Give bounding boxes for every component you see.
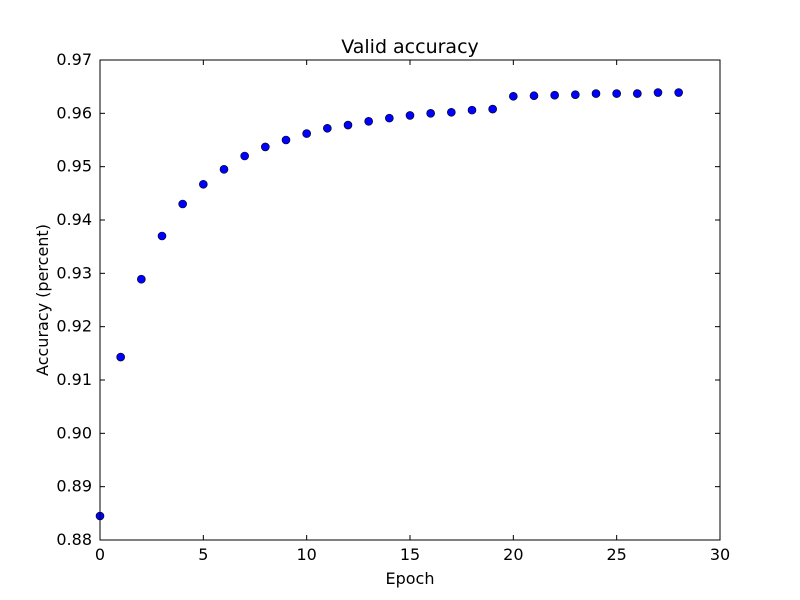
data-point	[281, 135, 291, 145]
x-tick-label: 25	[606, 545, 626, 564]
data-point	[447, 107, 456, 117]
data-point	[178, 199, 187, 209]
data-point	[364, 117, 373, 126]
data-point	[591, 89, 601, 98]
y-tick-label: 0.90	[56, 423, 92, 442]
data-point	[302, 129, 311, 138]
data-point	[405, 111, 415, 120]
y-tick-label: 0.96	[56, 103, 92, 122]
data-point	[199, 179, 208, 189]
data-point	[137, 274, 146, 284]
data-point	[612, 89, 621, 98]
y-tick-label: 0.95	[56, 157, 92, 176]
y-tick-label: 0.92	[56, 317, 92, 336]
data-point	[488, 104, 497, 114]
data-point	[385, 113, 394, 123]
y-tick-label: 0.97	[56, 50, 92, 69]
data-point	[426, 109, 435, 118]
axis-ticks: 0 5 10 15 20 25 30 0.88 0.89 0.90 0.91 0.92 0.93 0.94…	[56, 50, 730, 564]
data-point	[509, 91, 518, 101]
data-point	[240, 151, 249, 161]
data-points	[95, 88, 683, 521]
y-tick-label: 0.93	[56, 263, 92, 282]
data-point	[261, 142, 270, 152]
x-axis-label: Epoch	[386, 569, 435, 588]
y-tick-label: 0.89	[56, 477, 92, 496]
x-tick-label: 0	[95, 545, 105, 564]
y-tick-label: 0.88	[56, 530, 92, 549]
x-tick-label: 5	[198, 545, 208, 564]
x-tick-label: 30	[710, 545, 730, 564]
x-tick-label: 10	[296, 545, 316, 564]
chart-title: Valid accuracy	[341, 36, 479, 58]
data-point	[633, 89, 642, 98]
data-point	[116, 352, 125, 362]
data-point	[467, 105, 477, 115]
y-axis-label: Accuracy (percent)	[33, 224, 52, 376]
data-point	[550, 90, 559, 100]
y-tick-label: 0.94	[56, 210, 92, 229]
x-tick-label: 20	[503, 545, 523, 564]
data-point	[219, 165, 229, 174]
data-point	[674, 88, 683, 97]
data-point	[343, 120, 353, 130]
data-point	[653, 88, 663, 97]
data-point	[323, 123, 332, 133]
data-point	[571, 90, 580, 99]
plot-frame	[99, 59, 721, 541]
y-tick-label: 0.91	[56, 370, 92, 389]
data-point	[529, 91, 539, 101]
data-point	[157, 231, 167, 241]
x-tick-label: 15	[400, 545, 420, 564]
